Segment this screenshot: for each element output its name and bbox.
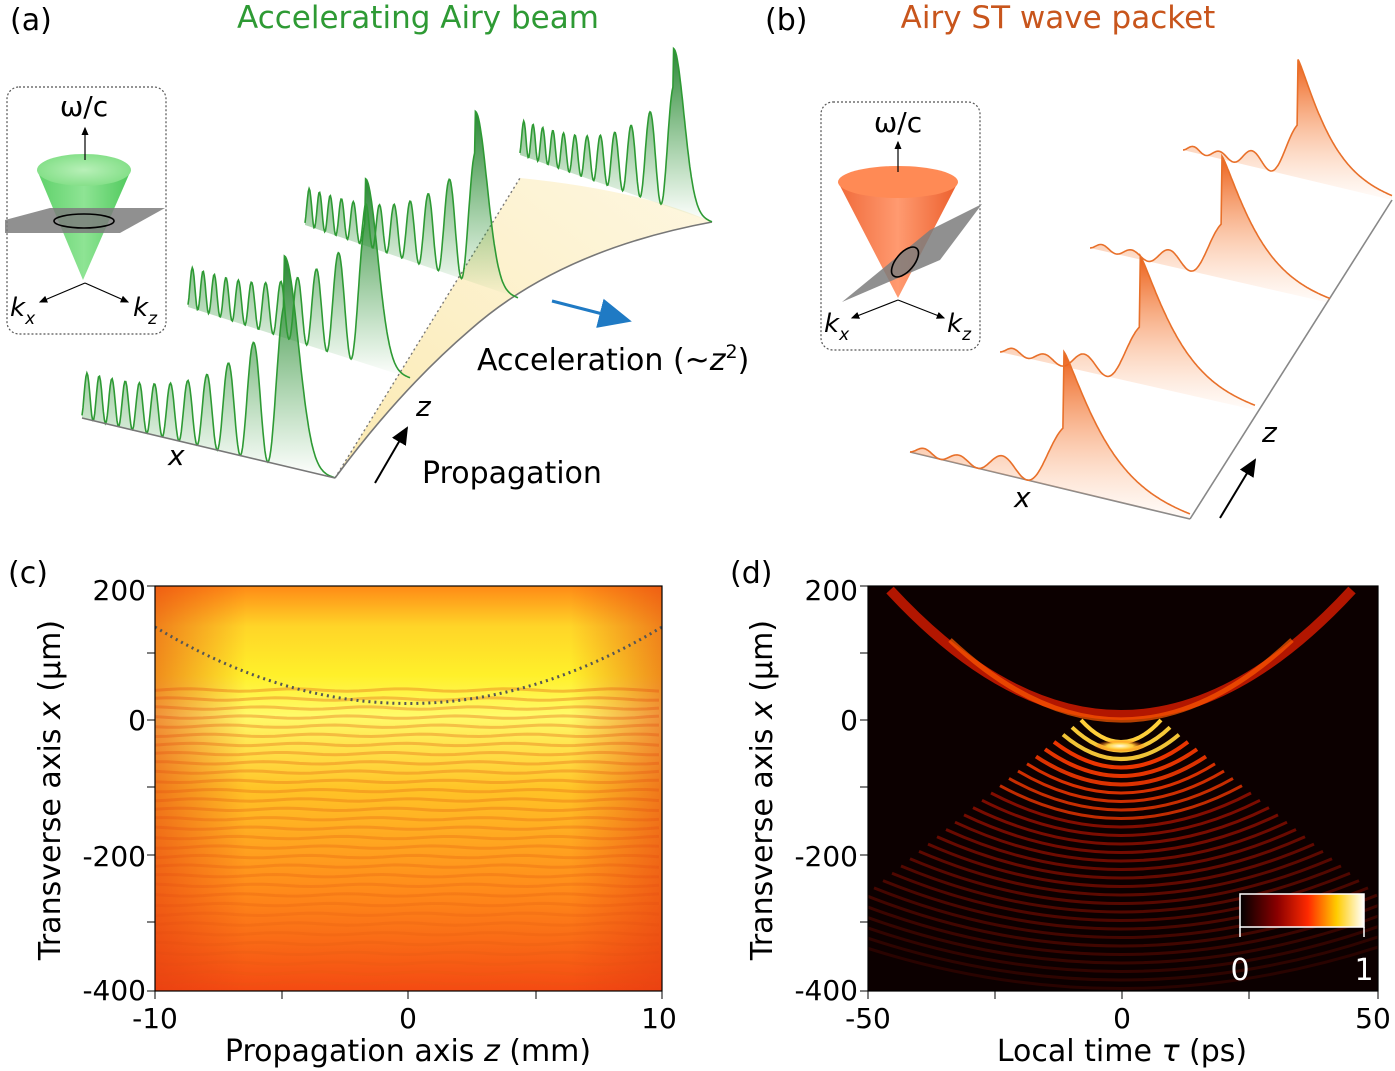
panel-c-label: (c)	[8, 556, 48, 591]
panel-d: (d) 0 1 200 0 -200 -400 -50 0 50 Local t…	[730, 556, 1391, 1069]
propagation-label: Propagation	[422, 456, 602, 491]
acceleration-arrow	[551, 298, 632, 328]
y-tick-neg200: -200	[794, 840, 858, 873]
y-axis-title: Transverse axis x (μm)	[33, 620, 68, 961]
y-tick-neg200: -200	[82, 840, 146, 873]
inset-frame	[6, 86, 167, 335]
light-cone	[838, 182, 958, 298]
heatmap-c	[155, 586, 662, 991]
plot-frame	[867, 585, 1379, 992]
kx-axis	[850, 299, 899, 319]
x-tick-10: 10	[641, 1002, 677, 1035]
x-axis-label: x	[1013, 481, 1031, 514]
omega-label: ω/c	[60, 90, 108, 123]
x-tick-0: 0	[399, 1002, 417, 1035]
straight-path	[334, 177, 521, 479]
panel-b-title: Airy ST wave packet	[901, 0, 1216, 36]
heatmap-d	[868, 586, 1378, 991]
curved-path	[334, 221, 713, 479]
kx-axis	[38, 282, 86, 303]
airy-profile-4	[519, 46, 713, 223]
st-profile-1	[910, 349, 1191, 519]
kz-axis	[897, 299, 946, 319]
y-tick-neg400: -400	[82, 974, 146, 1007]
y-axis-title: Transverse axis x (μm)	[745, 620, 780, 961]
kx-label: kx	[824, 309, 850, 345]
z-axis-label: z	[415, 390, 432, 423]
kx-label: kx	[10, 293, 36, 329]
panel-a: (a) Accelerating Airy beam ω/c kx kz	[5, 0, 749, 491]
panel-a-inset: ω/c kx kz	[5, 86, 167, 335]
y-tick-0: 0	[840, 704, 858, 737]
inset-frame	[820, 101, 981, 351]
x-tick-neg10: -10	[132, 1002, 178, 1035]
airy-profile-2	[187, 177, 411, 379]
kz-label: kz	[947, 309, 972, 345]
omega-label: ω/c	[874, 106, 922, 139]
z-axis-label: z	[1261, 416, 1278, 449]
panel-a-label: (a)	[10, 3, 52, 38]
parabola-trajectory	[155, 625, 662, 705]
panel-c: (c) 200 0 -200 -400 -10 0 10 Propagation…	[8, 556, 677, 1069]
panel-a-title: Accelerating Airy beam	[237, 0, 599, 36]
y-tick-neg400: -400	[794, 974, 858, 1007]
panel-b: (b) Airy ST wave packet ω/c kx kz x z	[765, 0, 1393, 520]
st-profile-2	[1000, 252, 1256, 410]
panel-b-inset: ω/c kx kz	[820, 101, 982, 351]
propagation-arrow	[374, 426, 409, 484]
intersection-ellipse	[53, 213, 115, 229]
x-tick-50: 50	[1355, 1002, 1391, 1035]
cone-top	[37, 154, 131, 186]
x-tick-0: 0	[1113, 1002, 1131, 1035]
x-tick-neg50: -50	[845, 1002, 891, 1035]
y-tick-200: 200	[93, 574, 146, 607]
st-profile-3	[1090, 153, 1331, 303]
propagation-arrow	[1219, 458, 1257, 519]
kz-axis	[84, 282, 130, 303]
st-profile-4	[1183, 59, 1393, 200]
x-axis-title: Local time τ (ps)	[997, 1034, 1247, 1069]
x-axis-line	[81, 417, 336, 479]
colorbar: 0 1	[1230, 893, 1374, 988]
airy-profile-3	[304, 109, 519, 299]
spectral-plane	[842, 204, 982, 302]
colorbar-min-label: 0	[1230, 953, 1249, 988]
x-axis-label: x	[167, 439, 185, 472]
acceleration-label: Acceleration (~z2)	[477, 341, 749, 378]
panel-d-label: (d)	[730, 556, 772, 591]
intersection-ellipse	[890, 246, 920, 278]
colorbar-max-label: 1	[1354, 953, 1373, 988]
panel-b-label: (b)	[765, 3, 807, 38]
spectral-plane	[5, 208, 165, 233]
y-tick-200: 200	[805, 574, 858, 607]
y-tick-0: 0	[128, 704, 146, 737]
z-axis-line	[1189, 199, 1393, 520]
airy-profile-1	[81, 254, 336, 479]
cone-top	[838, 166, 958, 198]
kz-label: kz	[133, 293, 158, 329]
x-axis-title: Propagation axis z (mm)	[225, 1034, 591, 1069]
